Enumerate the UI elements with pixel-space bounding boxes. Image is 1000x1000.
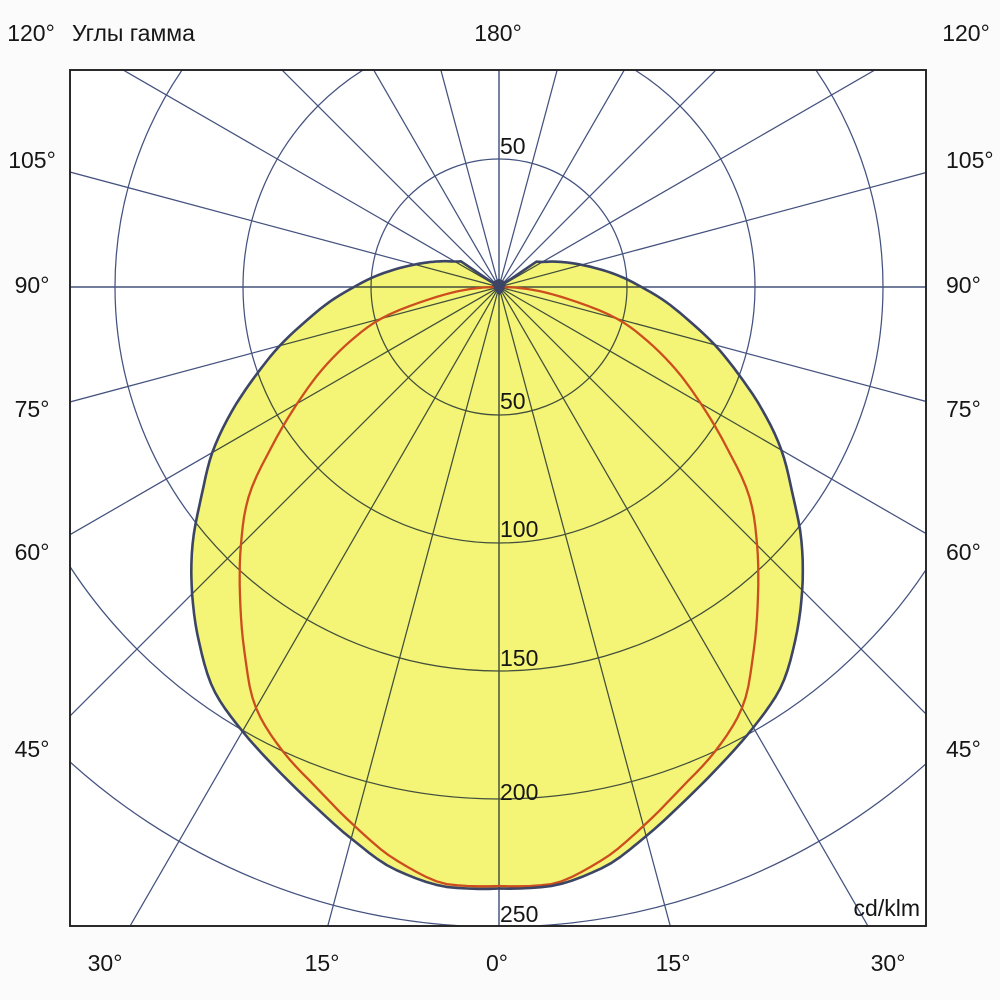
- svg-text:45°: 45°: [15, 736, 50, 762]
- svg-text:100: 100: [500, 516, 538, 542]
- svg-text:105°: 105°: [8, 147, 56, 173]
- svg-text:75°: 75°: [946, 396, 981, 422]
- svg-text:90°: 90°: [15, 272, 50, 298]
- svg-text:90°: 90°: [946, 272, 981, 298]
- svg-text:60°: 60°: [946, 539, 981, 565]
- svg-text:200: 200: [500, 779, 538, 805]
- svg-text:30°: 30°: [871, 950, 906, 976]
- svg-text:120°: 120°: [7, 20, 55, 46]
- svg-text:180°: 180°: [474, 20, 522, 46]
- svg-text:50: 50: [500, 133, 526, 159]
- svg-text:15°: 15°: [656, 950, 691, 976]
- svg-text:30°: 30°: [88, 950, 123, 976]
- svg-text:120°: 120°: [942, 20, 990, 46]
- svg-text:50: 50: [500, 388, 526, 414]
- svg-text:Углы гамма: Углы гамма: [72, 20, 195, 46]
- svg-text:45°: 45°: [946, 736, 981, 762]
- svg-text:60°: 60°: [15, 539, 50, 565]
- svg-text:cd/klm: cd/klm: [854, 895, 920, 921]
- svg-text:15°: 15°: [305, 950, 340, 976]
- svg-text:75°: 75°: [15, 396, 50, 422]
- svg-text:250: 250: [500, 901, 538, 927]
- svg-text:150: 150: [500, 645, 538, 671]
- svg-text:0°: 0°: [486, 950, 508, 976]
- svg-text:105°: 105°: [946, 147, 994, 173]
